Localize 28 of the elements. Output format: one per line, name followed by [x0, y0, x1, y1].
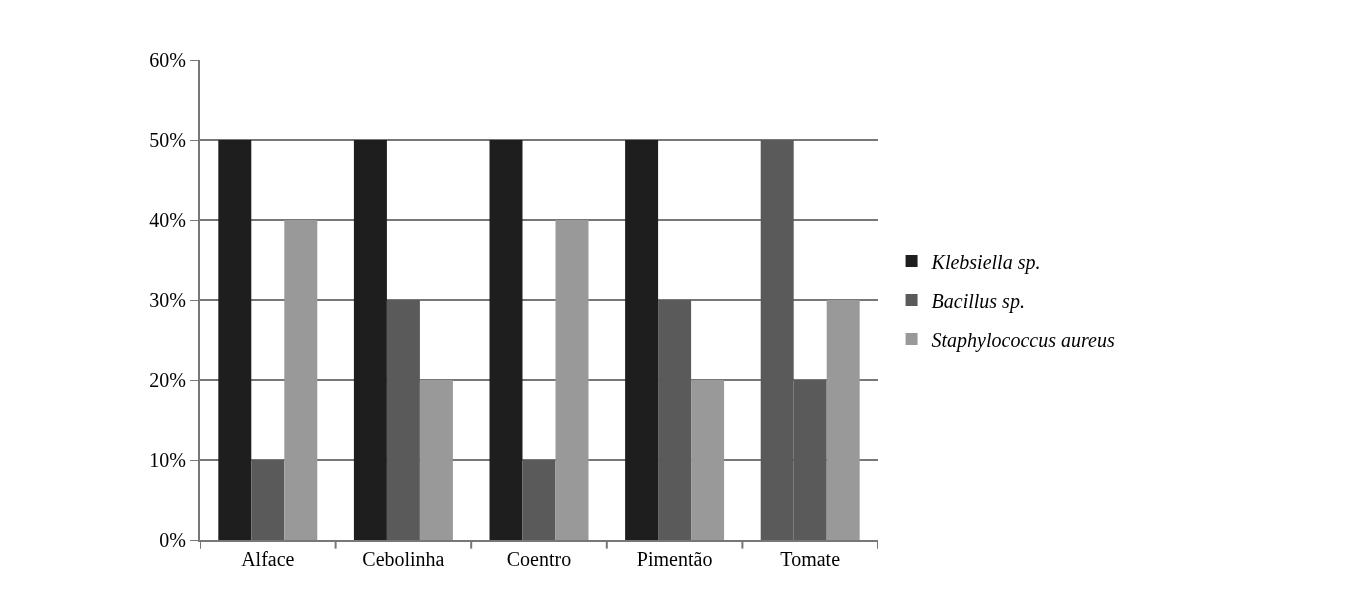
y-tick-label: 10%	[149, 449, 186, 471]
y-tick-label: 60%	[149, 49, 186, 71]
x-tick-label: Pimentão	[636, 548, 713, 570]
legend-label: Staphylococcus aureus	[931, 328, 1115, 352]
x-tick-label: Coentro	[506, 548, 572, 570]
bar	[353, 140, 387, 540]
bar	[658, 300, 692, 540]
bar	[691, 380, 725, 540]
bar	[555, 220, 589, 540]
bar	[522, 460, 556, 540]
bar	[386, 300, 420, 540]
y-tick-label: 30%	[149, 289, 186, 311]
x-tick-label: Tomate	[780, 548, 841, 570]
legend-label: Klebsiella sp.	[930, 250, 1041, 274]
y-tick-label: 40%	[149, 209, 186, 231]
bar	[826, 300, 860, 540]
y-tick-label: 20%	[149, 369, 186, 391]
legend-label: Bacillus sp.	[931, 289, 1025, 313]
bar	[625, 140, 659, 540]
y-tick-label: 0%	[159, 529, 186, 551]
x-tick-label: Alface	[241, 548, 295, 570]
x-tick-label: Cebolinha	[362, 548, 445, 570]
bar	[489, 140, 523, 540]
bar	[419, 380, 453, 540]
bar	[284, 220, 318, 540]
bar	[251, 460, 285, 540]
y-tick-label: 50%	[149, 129, 186, 151]
bar	[218, 140, 252, 540]
